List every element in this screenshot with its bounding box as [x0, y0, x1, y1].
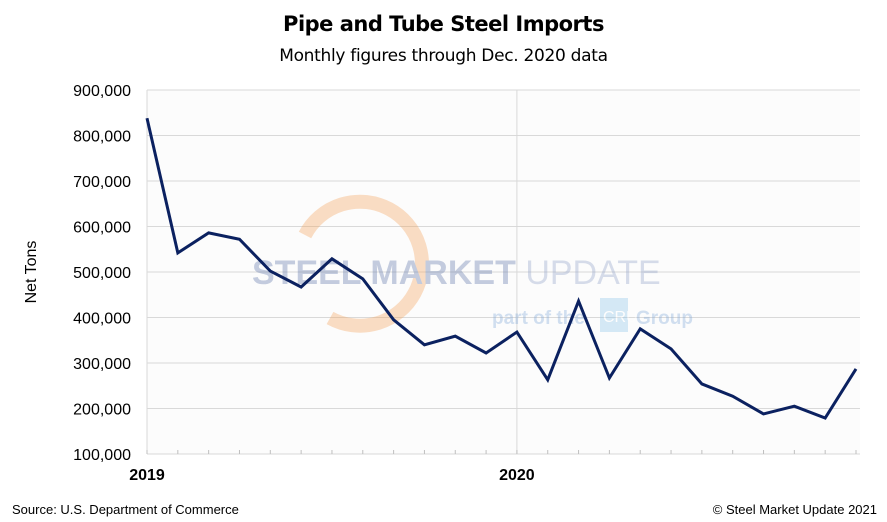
- y-tick-label: 600,000: [73, 220, 131, 237]
- x-tick-label: 2020: [499, 467, 535, 484]
- source-note: Source: U.S. Department of Commerce: [12, 502, 239, 517]
- y-tick-label: 800,000: [73, 129, 131, 146]
- watermark: STEEL MARKET UPDATE part of the CRU Grou…: [252, 194, 693, 333]
- chart-subtitle: Monthly figures through Dec. 2020 data: [279, 46, 608, 66]
- y-tick-label: 100,000: [73, 447, 131, 464]
- y-axis-label: Net Tons: [23, 241, 40, 304]
- y-tick-label: 300,000: [73, 356, 131, 373]
- y-tick-label: 200,000: [73, 402, 131, 419]
- watermark-market: MARKET: [370, 254, 516, 292]
- y-tick-label: 900,000: [73, 83, 131, 100]
- watermark-steel: STEEL: [252, 254, 361, 292]
- watermark-part-of: part of the: [492, 308, 585, 329]
- cru-logo: [600, 298, 628, 332]
- copyright-note: © Steel Market Update 2021: [712, 502, 877, 517]
- y-tick-label: 400,000: [73, 311, 131, 328]
- y-tick-label: 500,000: [73, 265, 131, 282]
- watermark-arc: [298, 194, 429, 333]
- watermark-cru: CRU: [603, 309, 638, 326]
- x-tick-label: 2019: [129, 467, 165, 484]
- y-tick-label: 700,000: [73, 174, 131, 191]
- watermark-group: Group: [636, 308, 693, 329]
- chart-title: Pipe and Tube Steel Imports: [283, 12, 604, 36]
- watermark-update: UPDATE: [525, 254, 660, 292]
- series-line: [145, 117, 858, 420]
- svg-text:STEEL MARKET UPDATE: STEEL MARKET UPDATE: [252, 254, 661, 292]
